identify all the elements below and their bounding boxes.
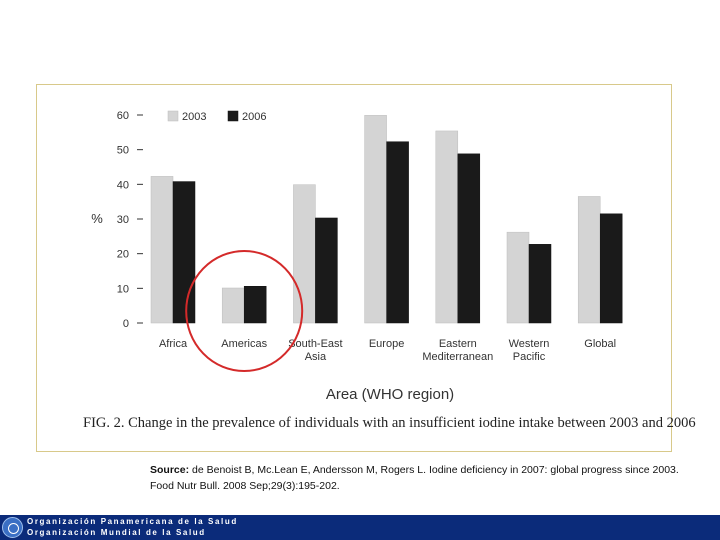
figure-frame: 0 10 20 30 40 50 60% Africa Americas South-East As… [36, 84, 696, 452]
y-tick-label: 50 [117, 145, 129, 157]
bar [435, 130, 459, 324]
x-tick-label: South-East [288, 338, 342, 350]
source-citation: Source: de Benoist B, Mc.Lean E, Anderss… [150, 462, 720, 494]
bar [243, 286, 267, 324]
paho-logo-icon [2, 517, 23, 538]
y-tick-label: 40 [117, 179, 129, 191]
x-tick-label: Western [509, 338, 550, 350]
bar [172, 181, 196, 324]
highlight-circle [185, 250, 304, 372]
source-line-1: de Benoist B, Mc.Lean E, Andersson M, Ro… [192, 464, 679, 476]
x-tick-label: Asia [305, 351, 327, 363]
x-tick-label: Africa [159, 338, 188, 350]
y-tick-label: 0 [123, 318, 129, 330]
bar [599, 213, 623, 324]
bar [364, 115, 387, 324]
y-tick-label: 30 [117, 214, 129, 226]
legend-swatch [167, 110, 179, 122]
y-tick-label: 20 [117, 249, 129, 261]
x-tick-label: Pacific [513, 351, 546, 363]
bar [506, 231, 530, 324]
x-tick-label: Global [584, 338, 616, 350]
y-tick-label: 10 [117, 283, 129, 295]
y-axis-label: % [91, 211, 103, 226]
bar [293, 184, 316, 324]
legend-swatch [227, 110, 239, 122]
legend-label: 2006 [242, 111, 266, 123]
footer-org-name-2: Organización Mundial de la Salud [27, 528, 206, 537]
bar [386, 141, 409, 324]
x-tick-label: Americas [221, 338, 267, 350]
figure-caption: FIG. 2. Change in the prevalence of indi… [83, 415, 696, 431]
x-tick-label: Europe [369, 338, 404, 350]
bar [528, 244, 552, 324]
source-line-2: Food Nutr Bull. 2008 Sep;29(3):195-202. [150, 480, 340, 492]
bar [221, 287, 245, 324]
legend-label: 2003 [182, 111, 206, 123]
footer-org-name: Organización Panamericana de la Salud [27, 517, 238, 526]
bar [315, 217, 338, 324]
bar [457, 153, 481, 324]
bar [150, 176, 174, 324]
bar [577, 196, 601, 324]
x-tick-label: Eastern [439, 338, 477, 350]
source-label: Source: [150, 464, 190, 476]
footer-bar: Organización Panamericana de la Salud Or… [0, 515, 720, 540]
y-tick-label: 60 [117, 110, 129, 122]
x-tick-label: Mediterranean [422, 351, 493, 363]
x-axis-label: Area (WHO region) [326, 386, 454, 403]
bar-chart: 0 10 20 30 40 50 60% Africa Americas South-EastAs… [91, 110, 623, 403]
